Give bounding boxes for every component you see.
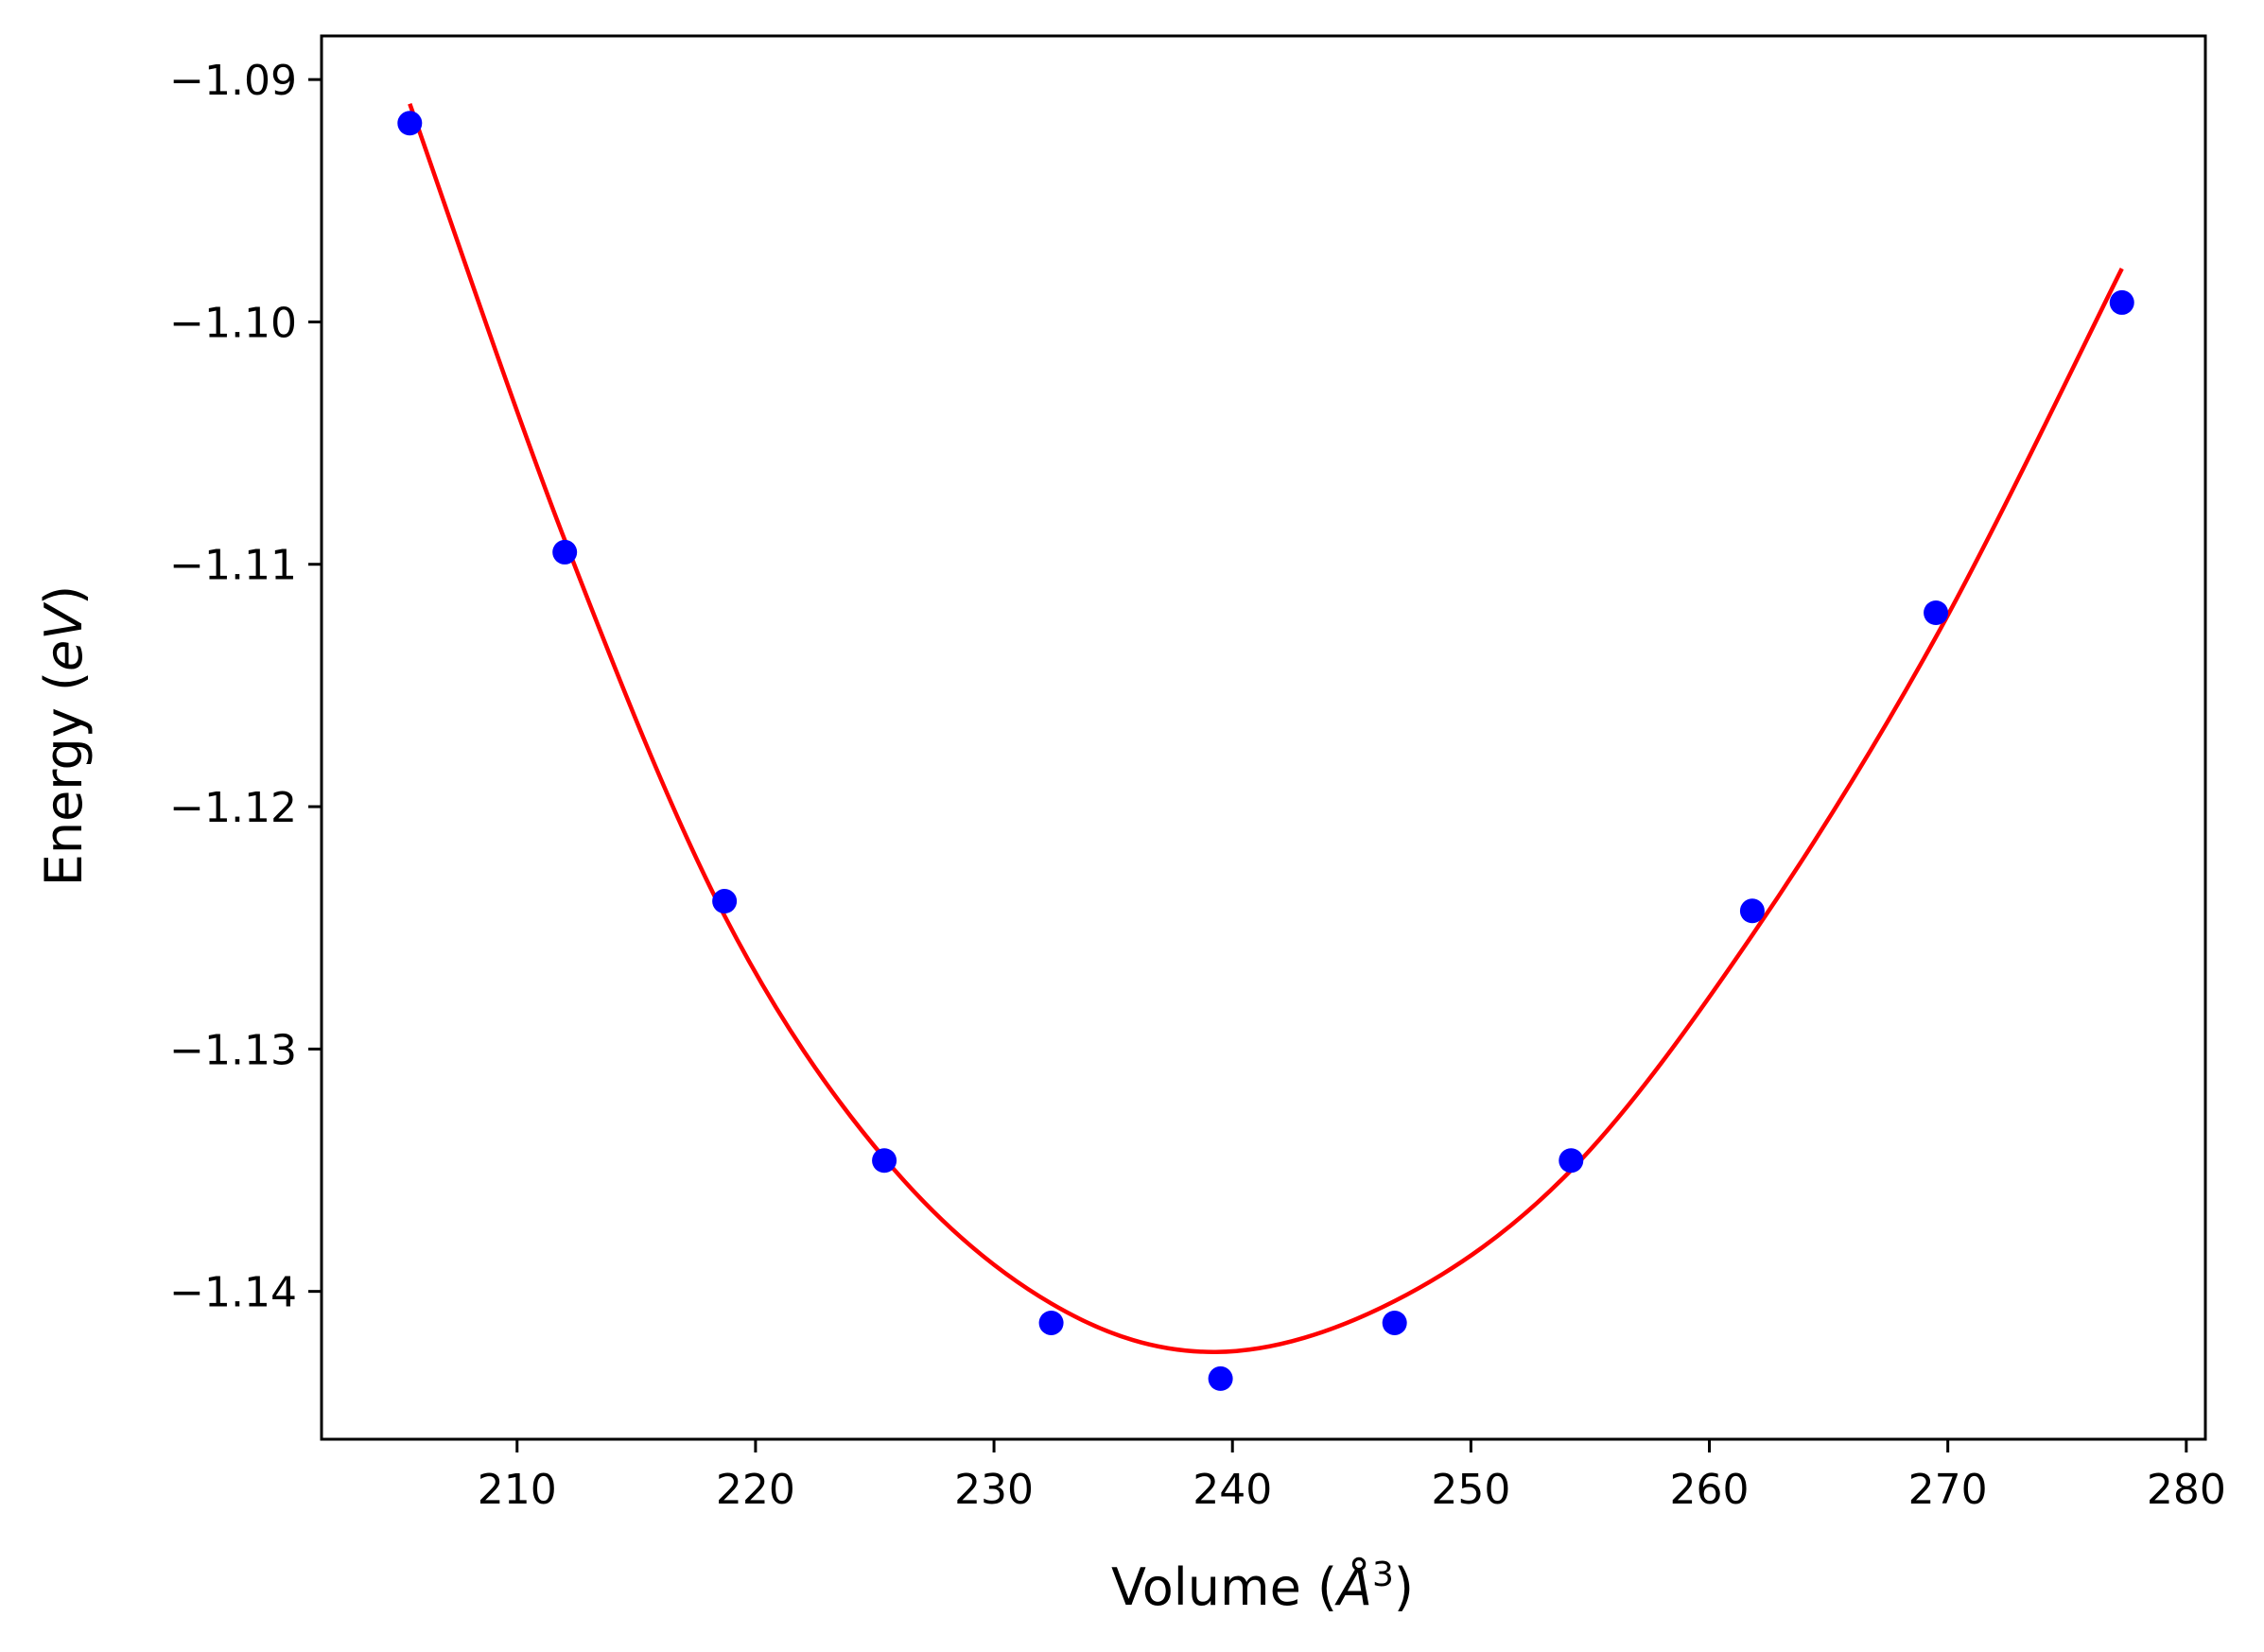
y-axis-ticks: −1.09 −1.10 −1.11 −1.12 −1.13 −1.14	[169, 57, 322, 1317]
data-point	[1559, 1148, 1584, 1174]
data-point	[872, 1148, 897, 1174]
data-point	[552, 539, 578, 565]
data-point	[1739, 898, 1765, 924]
x-tick-label: 230	[954, 1466, 1034, 1514]
fit-curve-line	[408, 103, 2124, 1354]
x-tick-label: 270	[1908, 1466, 1988, 1514]
y-tick-label: −1.14	[169, 1269, 297, 1317]
x-axis-ticks: 210 220 230 240 250 260 270 280	[478, 1439, 2226, 1514]
x-tick-label: 260	[1670, 1466, 1750, 1514]
axes-frame	[320, 34, 2207, 1441]
y-axis-label: Energy (eV)	[34, 585, 94, 887]
y-tick-label: −1.09	[169, 57, 297, 105]
y-tick-label: −1.10	[169, 299, 297, 347]
plot-area	[397, 103, 2134, 1391]
data-point	[1208, 1365, 1233, 1391]
x-tick-label: 220	[716, 1466, 795, 1514]
x-tick-label: 280	[2147, 1466, 2226, 1514]
x-axis-label: Volume (Å3)	[1111, 1556, 1414, 1618]
y-tick-label: −1.11	[169, 542, 297, 590]
data-point	[1924, 600, 1949, 626]
data-point	[1382, 1310, 1407, 1335]
x-tick-label: 240	[1193, 1466, 1272, 1514]
y-tick-label: −1.12	[169, 784, 297, 832]
x-axis-label-superscript: 3	[1372, 1556, 1394, 1594]
data-point	[712, 889, 738, 914]
y-tick-label: −1.13	[169, 1026, 297, 1074]
data-point	[1038, 1310, 1064, 1335]
data-points	[397, 111, 2134, 1391]
data-point	[397, 111, 423, 136]
x-tick-label: 210	[478, 1466, 557, 1514]
x-tick-label: 250	[1431, 1466, 1510, 1514]
data-point	[2109, 289, 2134, 315]
